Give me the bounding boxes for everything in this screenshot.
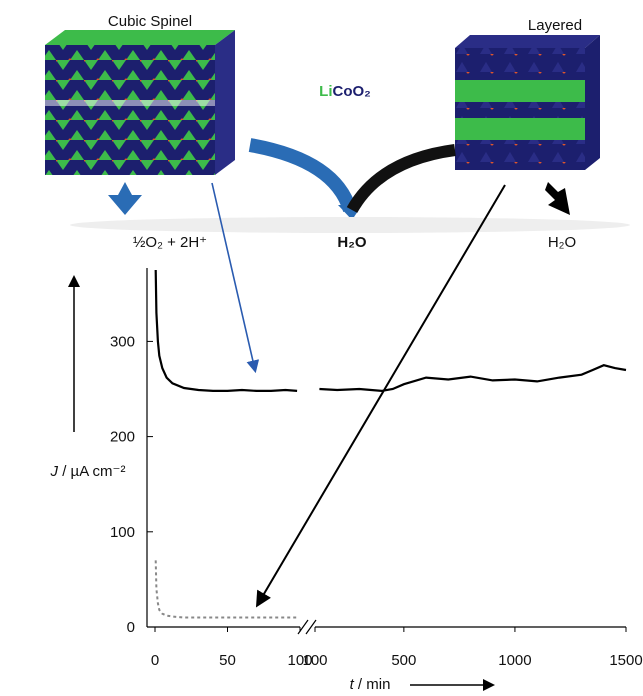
x-tick-label: 1500 (609, 652, 642, 669)
x-tick-label: 50 (219, 652, 236, 669)
x-tick-label: 1000 (498, 652, 531, 669)
series-line (156, 560, 297, 617)
y-tick-label: 200 (110, 429, 135, 446)
compound-li: Li (319, 83, 332, 100)
layered-label: Layered (528, 17, 582, 34)
spinel-down-arrow (108, 182, 142, 215)
layered-pointer (258, 185, 505, 604)
spinel-illustration (45, 30, 235, 175)
spinel-label: Cubic Spinel (108, 13, 192, 30)
x-unit: / min (354, 676, 391, 693)
layered-arrow (352, 150, 455, 210)
shadow (70, 217, 630, 233)
spinel-arrow (250, 145, 350, 210)
layered-illustration (455, 35, 600, 170)
spinel-product: ½O₂ + 2H⁺ (133, 234, 207, 251)
compound-rest: CoO₂ (333, 83, 371, 100)
x-axis-label: t / min (350, 676, 391, 693)
x-tick-label: 100 (302, 652, 327, 669)
figure: Cubic Spinel Layered LiCoO₂ ½O₂ + 2H⁺ H₂… (0, 0, 643, 696)
y-tick-label: 0 (127, 619, 135, 636)
series-line (156, 270, 626, 391)
x-tick-label: 500 (391, 652, 416, 669)
y-tick-label: 100 (110, 524, 135, 541)
y-axis-label: J / µA cm⁻² (50, 463, 126, 480)
x-tick-label: 0 (151, 652, 159, 669)
layered-product: H₂O (548, 234, 576, 251)
y-unit: / µA cm⁻² (58, 463, 125, 480)
layered-down-arrow (545, 182, 570, 215)
spinel-pointer (212, 183, 255, 370)
center-product: H₂O (337, 234, 366, 251)
y-tick-label: 300 (110, 333, 135, 350)
compound: LiCoO₂ (319, 83, 371, 100)
